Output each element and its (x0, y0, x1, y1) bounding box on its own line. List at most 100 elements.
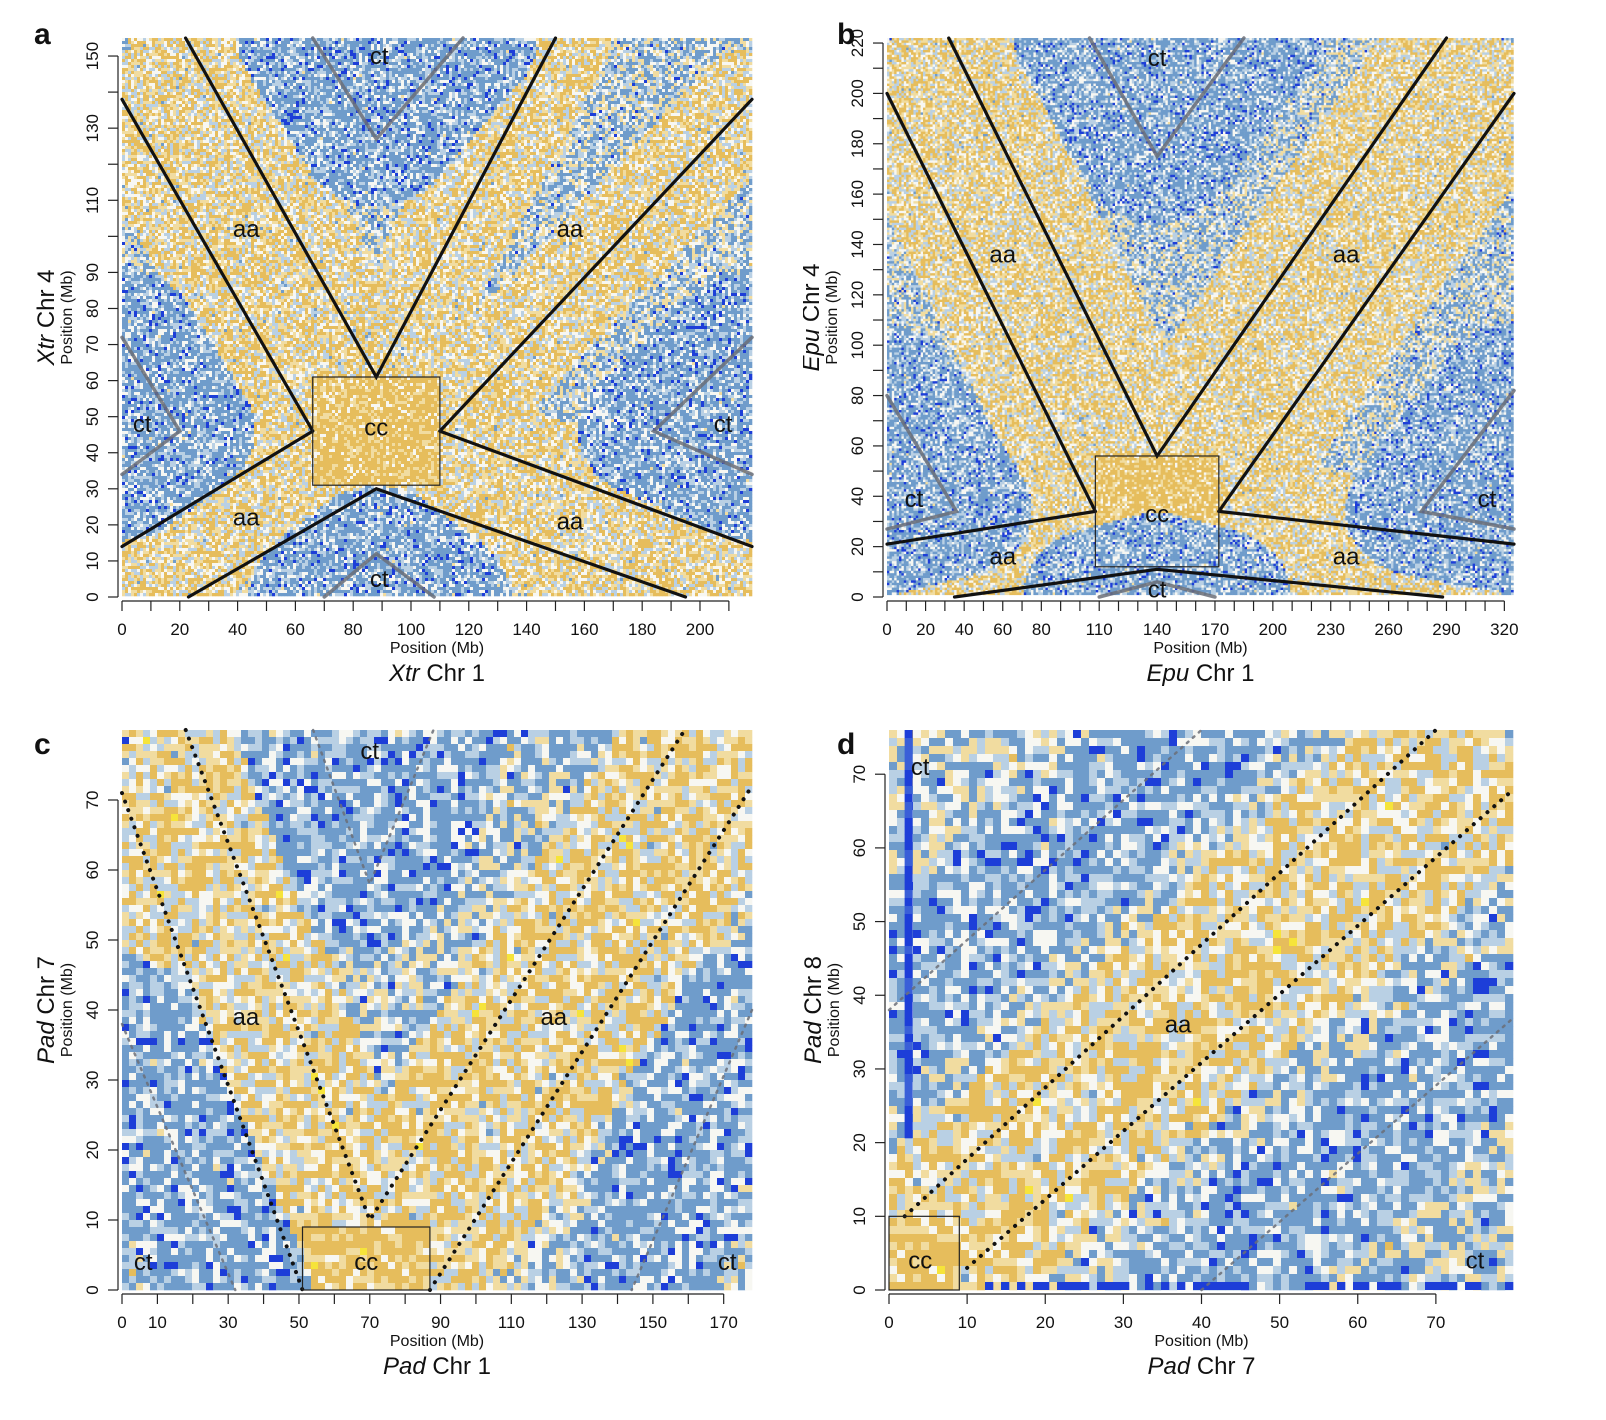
heatmap-cell (488, 74, 491, 77)
heatmap-cell (536, 101, 539, 104)
heatmap-cell (428, 53, 431, 56)
heatmap-cell (560, 59, 563, 62)
heatmap-cell (293, 65, 296, 68)
heatmap-cell (467, 74, 470, 77)
heatmap-cell (410, 56, 413, 59)
heatmap-cell (287, 95, 290, 98)
heatmap-cell (293, 38, 296, 41)
heatmap-cell (278, 53, 281, 56)
heatmap-cell (599, 101, 602, 104)
heatmap-cell (209, 68, 212, 71)
heatmap-cell (251, 59, 254, 62)
heatmap-cell (254, 77, 257, 80)
heatmap-cell (404, 56, 407, 59)
heatmap-cell (647, 41, 650, 44)
heatmap-cell (287, 47, 290, 50)
heatmap-cell (197, 86, 200, 89)
heatmap-cell (542, 80, 545, 83)
heatmap-cell (569, 95, 572, 98)
heatmap-cell (299, 38, 302, 41)
heatmap-cell (251, 83, 254, 86)
heatmap-cell (431, 101, 434, 104)
heatmap-cell (254, 86, 257, 89)
heatmap-cell (602, 86, 605, 89)
heatmap-cell (344, 71, 347, 74)
heatmap-cell (251, 68, 254, 71)
heatmap-cell (476, 59, 479, 62)
heatmap-cell (476, 101, 479, 104)
heatmap-cell (611, 50, 614, 53)
heatmap-cell (290, 53, 293, 56)
heatmap-cell (212, 104, 215, 107)
heatmap-cell (425, 53, 428, 56)
heatmap-cell (242, 44, 245, 47)
heatmap-cell (431, 56, 434, 59)
heatmap-cell (251, 71, 254, 74)
heatmap-cell (485, 92, 488, 95)
heatmap-cell (515, 59, 518, 62)
heatmap-cell (179, 68, 182, 71)
heatmap-cell (161, 83, 164, 86)
heatmap-cell (179, 47, 182, 50)
heatmap-cell (494, 104, 497, 107)
heatmap-cell (362, 89, 365, 92)
heatmap-cell (131, 83, 134, 86)
heatmap-cell (347, 41, 350, 44)
heatmap-cell (701, 56, 704, 59)
heatmap-cell (206, 38, 209, 41)
heatmap-cell (182, 65, 185, 68)
heatmap-cell (662, 101, 665, 104)
heatmap-cell (725, 92, 728, 95)
heatmap-cell (128, 62, 131, 65)
heatmap-cell (458, 80, 461, 83)
heatmap-cell (686, 47, 689, 50)
heatmap-cell (290, 77, 293, 80)
heatmap-cell (635, 86, 638, 89)
heatmap-cell (509, 101, 512, 104)
heatmap-cell (476, 83, 479, 86)
heatmap-cell (242, 53, 245, 56)
heatmap-cell (236, 41, 239, 44)
heatmap-cell (674, 98, 677, 101)
heatmap-cell (707, 74, 710, 77)
heatmap-cell (743, 83, 746, 86)
heatmap-cell (575, 101, 578, 104)
heatmap-cell (500, 71, 503, 74)
heatmap-cell (269, 68, 272, 71)
heatmap-cell (134, 41, 137, 44)
heatmap-cell (227, 38, 230, 41)
heatmap-cell (239, 59, 242, 62)
heatmap-cell (515, 68, 518, 71)
heatmap-cell (158, 50, 161, 53)
heatmap-cell (515, 47, 518, 50)
heatmap-cell (236, 107, 239, 110)
heatmap-cell (668, 89, 671, 92)
heatmap-cell (473, 86, 476, 89)
heatmap-cell (611, 47, 614, 50)
heatmap-cell (464, 71, 467, 74)
heatmap-cell (317, 80, 320, 83)
heatmap-cell (254, 65, 257, 68)
heatmap-cell (149, 86, 152, 89)
heatmap-cell (653, 56, 656, 59)
heatmap-cell (242, 92, 245, 95)
heatmap-cell (494, 71, 497, 74)
heatmap-cell (518, 71, 521, 74)
heatmap-cell (437, 59, 440, 62)
heatmap-cell (563, 74, 566, 77)
heatmap-cell (509, 71, 512, 74)
heatmap-cell (332, 50, 335, 53)
heatmap-cell (161, 53, 164, 56)
heatmap-cell (302, 62, 305, 65)
heatmap-cell (512, 101, 515, 104)
heatmap-cell (485, 95, 488, 98)
heatmap-cell (668, 95, 671, 98)
heatmap-cell (665, 38, 668, 41)
heatmap-cell (737, 95, 740, 98)
heatmap-cell (569, 44, 572, 47)
heatmap-cell (335, 89, 338, 92)
heatmap-cell (212, 38, 215, 41)
heatmap-cell (581, 74, 584, 77)
heatmap-cell (335, 56, 338, 59)
heatmap-cell (332, 62, 335, 65)
